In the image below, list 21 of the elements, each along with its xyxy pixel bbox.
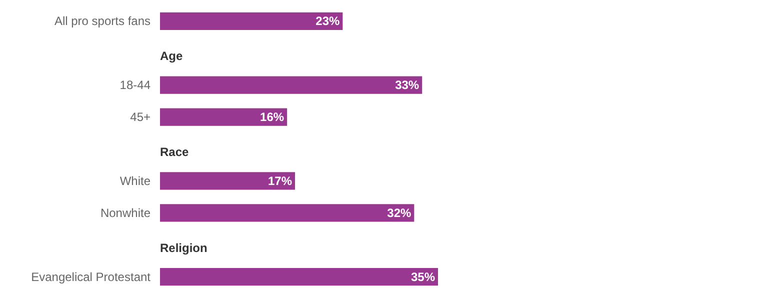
data-label: 23%: [316, 14, 340, 28]
y-tick-label: Nonwhite: [100, 206, 151, 220]
y-tick-label: 18-44: [120, 78, 151, 92]
bar: [160, 268, 438, 286]
data-label: 17%: [268, 174, 292, 188]
y-tick-label: White: [120, 174, 151, 188]
bar: [160, 108, 288, 126]
y-tick-label: All pro sports fans: [54, 14, 150, 28]
bar: [160, 204, 414, 222]
y-tick-label: Race: [160, 145, 190, 159]
y-tick-label: Religion: [160, 240, 208, 255]
data-label: 35%: [410, 270, 436, 284]
data-label: 32%: [387, 206, 412, 220]
bar: [160, 76, 422, 94]
y-tick-label: 45+: [130, 110, 150, 124]
data-label: 16%: [260, 110, 284, 124]
bar: [160, 172, 296, 190]
data-label: 33%: [395, 78, 420, 92]
y-tick-label: Evangelical Protestant: [31, 270, 152, 284]
bar: [160, 12, 343, 30]
y-tick-label: Age: [160, 49, 183, 64]
